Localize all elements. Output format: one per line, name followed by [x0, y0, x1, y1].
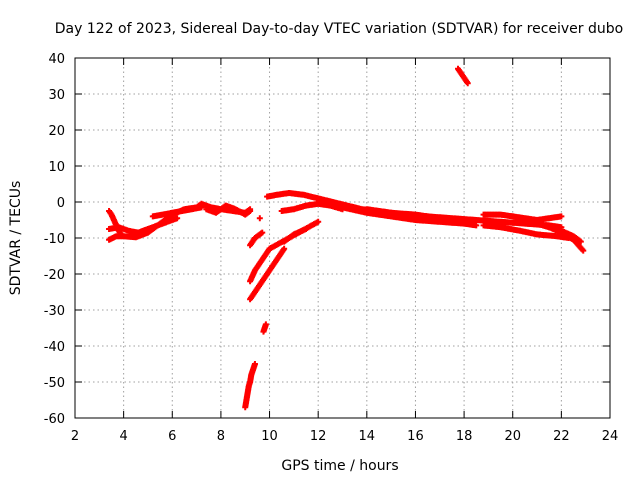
data-point-track-f — [251, 361, 258, 367]
data-point-track-c — [118, 231, 125, 238]
x-tick-label: 22 — [553, 429, 570, 444]
x-axis-title: GPS time / hours — [281, 458, 398, 474]
x-tick-label: 10 — [261, 429, 278, 444]
x-tick-label: 14 — [359, 429, 376, 444]
y-tick-label: -60 — [44, 412, 65, 427]
chart-title: Day 122 of 2023, Sidereal Day-to-day VTE… — [55, 21, 623, 37]
data-points — [106, 65, 587, 411]
data-point-track-s — [580, 247, 587, 254]
data-point-track-l — [315, 218, 322, 225]
y-tick-label: 10 — [48, 160, 65, 175]
y-tick-label: -50 — [44, 376, 65, 391]
x-tick-label: 24 — [602, 429, 619, 444]
y-tick-label: 40 — [48, 52, 65, 67]
x-tick-label: 18 — [456, 429, 473, 444]
y-tick-label: 20 — [48, 124, 65, 139]
x-tick-label: 12 — [310, 429, 327, 444]
data-point-track-g — [262, 321, 269, 328]
data-point-track-d — [198, 204, 205, 211]
x-tick-label: 8 — [217, 429, 225, 444]
x-tick-label: 2 — [71, 429, 79, 444]
x-tick-label: 6 — [168, 429, 176, 444]
data-point-track-h — [256, 215, 263, 222]
axis-ticks: 2 4 6 8 10 12 14 16 18 20 22 24-60-50-40-30-20-1001… — [44, 52, 619, 444]
y-tick-label: -30 — [44, 304, 65, 319]
data-point-track-u — [558, 213, 565, 220]
data-point-track-m — [303, 226, 310, 232]
grid — [75, 58, 610, 418]
x-tick-label: 20 — [504, 429, 521, 444]
data-point-track-r — [464, 80, 471, 87]
y-tick-label: -20 — [44, 268, 65, 283]
y-tick-label: -10 — [44, 232, 65, 247]
y-tick-label: -40 — [44, 340, 65, 355]
data-point-track-i — [259, 229, 266, 236]
y-tick-label: 0 — [57, 196, 65, 211]
data-point-track-e — [247, 208, 254, 214]
x-tick-label: 16 — [407, 429, 424, 444]
data-point-track-v — [577, 238, 584, 245]
y-tick-label: 30 — [48, 88, 65, 103]
y-axis-title: SDTVAR / TECUs — [8, 181, 24, 296]
data-point-track-k — [281, 245, 288, 252]
data-point-track-p — [473, 222, 480, 229]
data-point-track-q — [436, 215, 443, 222]
data-point-track-b — [174, 215, 181, 222]
x-tick-label: 4 — [119, 429, 127, 444]
